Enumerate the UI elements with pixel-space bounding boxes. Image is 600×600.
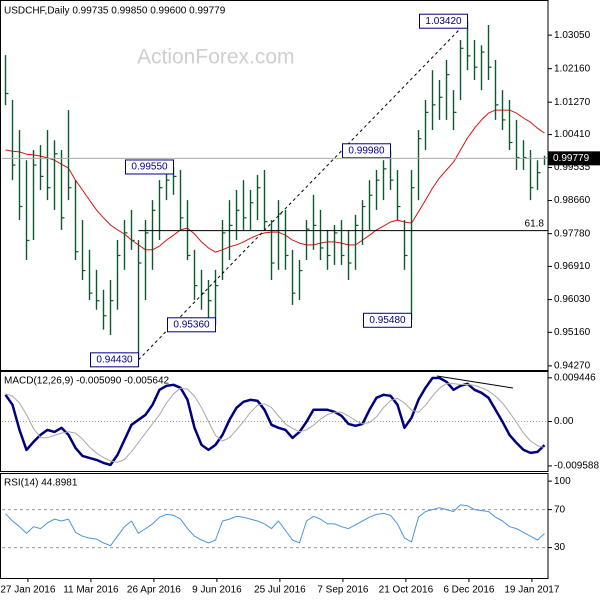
- x-tick-label: 19 Jan 2017: [504, 585, 559, 596]
- y-tick-label: 0.97780: [554, 228, 591, 239]
- y-tick-label: 0.95160: [554, 327, 591, 338]
- y-tick-label: 0.99535: [554, 162, 591, 173]
- x-tick-label: 9 Jun 2016: [192, 585, 242, 596]
- trendline: [138, 20, 468, 361]
- fib-label: 61.8: [525, 218, 545, 229]
- y-tick-label: 0.00: [554, 416, 574, 427]
- annotation-box: [363, 312, 412, 328]
- y-tick-label: 30: [554, 542, 566, 553]
- annotation-box: [167, 317, 216, 333]
- y-tick-label: 0.98660: [554, 195, 591, 206]
- x-tick-label: 7 Sep 2016: [317, 585, 369, 596]
- x-tick-label: 26 Apr 2016: [127, 585, 181, 596]
- annotation-label: 0.95480: [369, 315, 406, 326]
- panel-title: RSI(14) 44.8981: [4, 478, 78, 489]
- y-tick-label: 70: [554, 504, 566, 515]
- annotation-label: 0.95360: [173, 319, 210, 330]
- divergence-line: [436, 375, 514, 389]
- y-tick-label: -0.009588: [554, 461, 599, 472]
- y-tick-label: 0.009446: [554, 372, 596, 383]
- annotation-label: 1.03420: [425, 16, 462, 27]
- y-tick-label: 1.01270: [554, 97, 591, 108]
- macd-line: [4, 376, 546, 467]
- y-tick-label: 0.96030: [554, 294, 591, 305]
- x-tick-label: 27 Jan 2016: [0, 585, 55, 596]
- annotation-label: 0.94430: [96, 354, 133, 365]
- main-panel-frame: [0, 0, 549, 371]
- macd-line: [5, 383, 545, 463]
- x-tick-label: 25 Jul 2016: [254, 585, 306, 596]
- y-tick-label: 1.00410: [554, 129, 591, 140]
- rsi-line: [5, 504, 545, 547]
- y-tick-label: 1.02160: [554, 63, 591, 74]
- annotation-label: 0.99980: [348, 145, 385, 156]
- rsi-panel-frame: [0, 473, 549, 579]
- annotation-box: [342, 143, 391, 159]
- y-tick-label: 100: [554, 476, 571, 487]
- current-price-box: [548, 151, 600, 166]
- x-tick-label: 21 Oct 2016: [379, 585, 434, 596]
- x-tick-label: 11 Mar 2016: [63, 585, 119, 596]
- y-tick-label: 0.94270: [554, 360, 591, 371]
- annotation-label: 0.99550: [131, 162, 168, 173]
- panel-title: USDCHF,Daily 0.99735 0.99850 0.99600 0.9…: [4, 6, 226, 17]
- current-price-label: 0.99779: [553, 153, 590, 164]
- annotation-box: [419, 13, 468, 29]
- panel-title: MACD(12,26,9) -0.005090 -0.005642: [4, 376, 170, 387]
- x-tick-label: 6 Dec 2016: [443, 585, 495, 596]
- annotation-box: [125, 159, 174, 175]
- moving-average: [5, 109, 545, 253]
- watermark: ActionForex.com: [137, 46, 295, 69]
- y-tick-label: 1.03050: [554, 30, 591, 41]
- y-tick-label: 0.96910: [554, 261, 591, 272]
- annotation-box: [90, 352, 139, 368]
